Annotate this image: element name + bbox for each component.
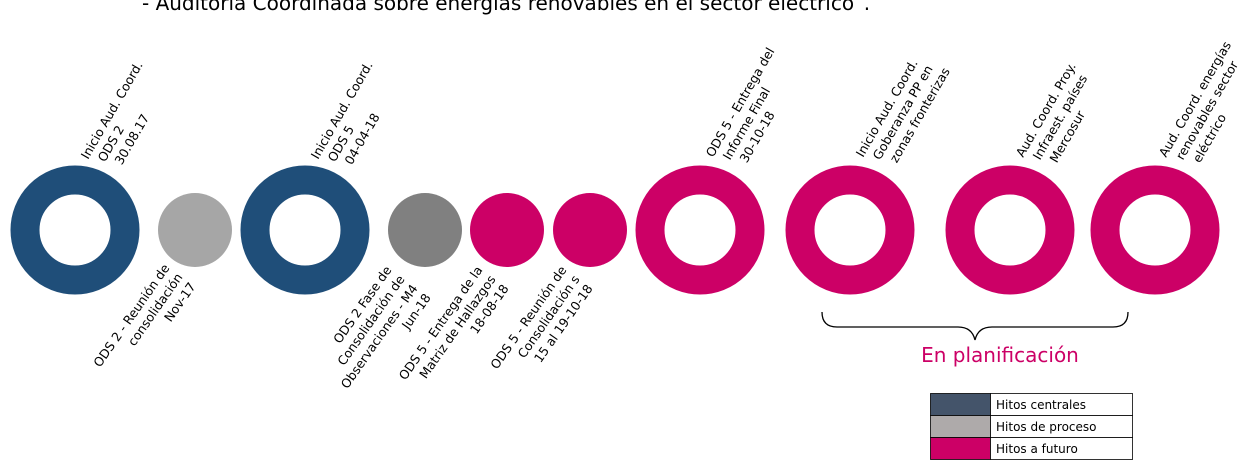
milestone-dot (388, 193, 462, 267)
legend-swatch (930, 415, 991, 438)
legend-label: Hitos a futuro (996, 442, 1078, 456)
milestone-dot (553, 193, 627, 267)
milestone-ring (10, 165, 140, 295)
milestone-label: Inicio Aud. Coord.ODS 504-04-18 (308, 59, 383, 168)
legend-swatch (930, 393, 991, 416)
legend-swatch (930, 437, 991, 460)
milestone-ring (785, 165, 915, 295)
legend-cell (990, 437, 1133, 460)
bracket (821, 311, 1129, 341)
milestone-label: Aud. Coord. Proy.Infraest. paísesMercosu… (1013, 60, 1091, 165)
header-title: - Auditoría Coordinada sobre energías re… (142, 0, 870, 15)
legend-label: Hitos de proceso (996, 420, 1097, 434)
milestone-ring (635, 165, 765, 295)
milestone-label: Inicio Aud. Coord.ODS 230.08.17 (78, 59, 153, 168)
milestone-ring (1090, 165, 1220, 295)
milestone-ring (240, 165, 370, 295)
milestone-dot (470, 193, 544, 267)
legend-label: Hitos centrales (996, 398, 1086, 412)
legend: Hitos centrales Hitos de proceso Hitos a f… (930, 393, 1133, 460)
milestone-dot (158, 193, 232, 267)
bracket-label: En planificación (921, 343, 1079, 367)
milestone-ring (945, 165, 1075, 295)
